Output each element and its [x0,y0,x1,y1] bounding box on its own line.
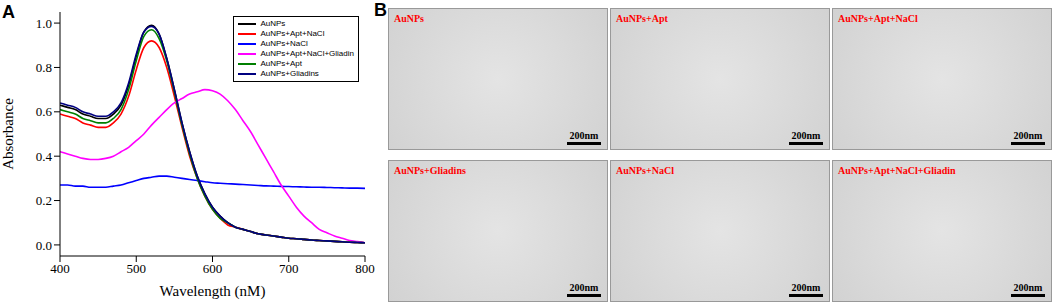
html-text:AuNPs+Apt: AuNPs+Apt [616,13,668,24]
svg-text:0.0: 0.0 [36,238,52,253]
svg-text:Absorbance: Absorbance [0,98,16,170]
html-text:AuNPs+Apt+NaCl: AuNPs+Apt+NaCl [838,13,918,24]
html-text:200nm: 200nm [569,130,599,141]
html-text:AuNPs+NaCl: AuNPs+NaCl [260,39,308,48]
html-text:200nm: 200nm [569,282,599,293]
svg-text:0.4: 0.4 [36,149,53,164]
html-text:200nm: 200nm [791,282,821,293]
html-text:200nm: 200nm [1013,282,1043,293]
svg-text:500: 500 [127,261,147,276]
html-text:AuNPs+Gliadins: AuNPs+Gliadins [260,69,319,78]
svg-text:0.6: 0.6 [36,104,53,119]
svg-text:1.0: 1.0 [36,16,52,31]
html-text:AuNPs+Apt+NaCl+Gliadin: AuNPs+Apt+NaCl+Gliadin [838,165,956,176]
svg-text:800: 800 [355,261,375,276]
html-text:200nm: 200nm [791,130,821,141]
html-text:200nm: 200nm [1013,130,1043,141]
html-text:AuNPs+Apt+NaCl: AuNPs+Apt+NaCl [260,29,325,38]
svg-text:0.8: 0.8 [36,60,52,75]
html-text:AuNPs+Apt+NaCl+Gliadin: AuNPs+Apt+NaCl+Gliadin [260,49,354,58]
html-text:AuNPs: AuNPs [394,13,424,24]
svg-text:700: 700 [279,261,299,276]
html-text:AuNPs: AuNPs [260,19,286,28]
html-text:B: B [374,0,387,20]
html-text:A: A [2,2,15,22]
html-text:AuNPs+NaCl: AuNPs+NaCl [616,165,674,176]
html-text:AuNPs+Gliadins: AuNPs+Gliadins [394,165,466,176]
svg-text:400: 400 [50,261,70,276]
svg-text:Wavelength (nM): Wavelength (nM) [160,283,266,300]
svg-text:600: 600 [203,261,223,276]
html-text:AuNPs+Apt: AuNPs+Apt [260,59,302,68]
svg-text:0.2: 0.2 [36,193,52,208]
